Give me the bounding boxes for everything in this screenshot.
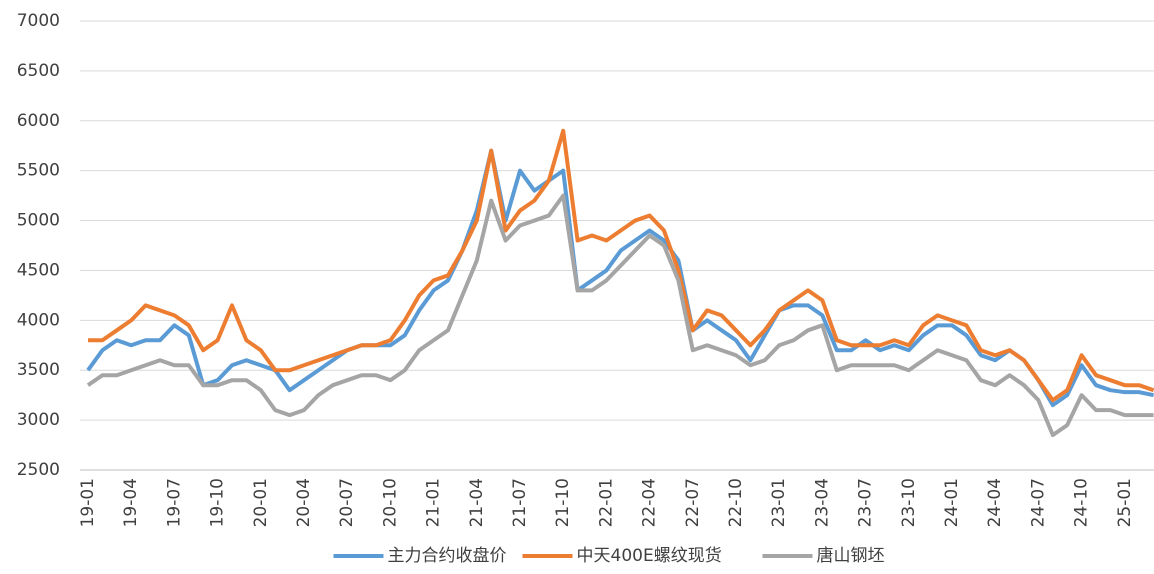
x-tick-label: 21-04 [467,478,487,527]
y-tick-label: 4000 [17,310,60,330]
x-tick-label: 24-10 [1072,478,1092,527]
x-tick-label: 24-04 [985,478,1005,527]
x-tick-label: 21-07 [510,478,530,527]
legend-item: 中天400E螺纹现货 [522,546,722,566]
y-tick-label: 4500 [17,260,60,280]
legend-item: 唐山钢坯 [762,545,885,566]
series-line [86,193,1154,438]
x-tick-label: 20-10 [380,478,400,527]
x-tick-label: 25-01 [1115,478,1135,527]
series-line [86,148,1154,408]
y-tick-label: 3000 [17,410,60,430]
x-tick-label: 20-04 [294,478,314,527]
x-tick-label: 22-10 [726,478,746,527]
x-tick-label: 19-01 [78,478,98,527]
y-tick-label: 6500 [17,61,60,81]
x-tick-label: 19-07 [164,478,184,527]
x-tick-label: 19-10 [208,478,228,527]
y-tick-label: 3500 [17,360,60,380]
x-tick-label: 24-07 [1028,478,1048,527]
x-tick-label: 20-01 [251,478,271,527]
x-tick-label: 23-10 [899,478,919,527]
x-tick-label: 21-10 [553,478,573,527]
x-tick-label: 21-01 [424,478,444,527]
y-tick-label: 5500 [17,161,60,181]
y-tick-label: 2500 [17,460,60,480]
y-tick-label: 5000 [17,211,60,231]
x-tick-label: 23-07 [856,478,876,527]
x-tick-label: 22-01 [596,478,616,527]
x-tick-label: 22-07 [683,478,703,527]
x-tick-label: 23-01 [769,478,789,527]
legend-label: 唐山钢坯 [817,545,885,566]
y-tick-label: 6000 [17,111,60,131]
x-tick-label: 23-04 [812,478,832,527]
legend-label: 主力合约收盘价 [388,546,507,566]
x-tick-label: 20-07 [337,478,357,527]
x-tick-label: 24-01 [942,478,962,527]
x-tick-label: 19-04 [121,478,141,527]
legend-label: 中天400E螺纹现货 [577,546,722,566]
y-tick-label: 7000 [17,11,60,31]
legend-item: 主力合约收盘价 [333,546,507,566]
series-line [88,128,1154,403]
x-tick-label: 22-04 [640,478,660,527]
